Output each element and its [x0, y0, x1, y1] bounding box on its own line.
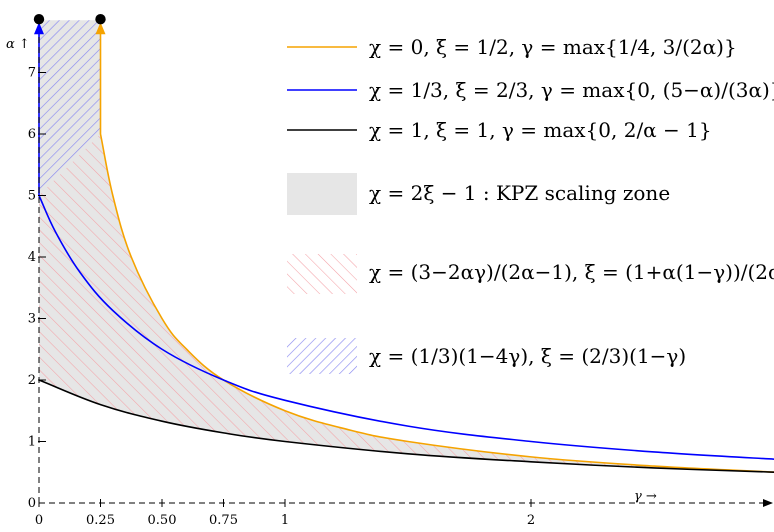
- y-tick-label: 1: [28, 435, 36, 450]
- y-axis-label: α ↑: [6, 37, 30, 52]
- x-tick-label: 0.75: [209, 513, 238, 528]
- top-arrowhead-2: [95, 22, 106, 35]
- x-tick-label: 1: [281, 513, 289, 528]
- top-endpoint-dot-2: [95, 14, 106, 25]
- series-line-2: [38, 20, 774, 460]
- markers-layer: [33, 14, 106, 35]
- legend-entry-text-6: χ = (1/3)(1−4γ), ξ = (2/3)(1−γ): [369, 344, 686, 368]
- legend-entry-text-1: χ = 0, ξ = 1/2, γ = max{1/4, 3/(2α)}: [369, 35, 737, 59]
- y-tick-label: 3: [28, 312, 36, 327]
- y-tick-label: 5: [28, 189, 36, 204]
- legend-swatch-fill: [287, 173, 357, 215]
- series-line-1: [99, 20, 774, 473]
- legend-entry-text-4: χ = 2ξ − 1 : KPZ scaling zone: [369, 181, 670, 205]
- legend-swatch-hatch-blue: [287, 338, 357, 374]
- legend-entry-text-3: χ = 1, ξ = 1, γ = max{0, 2/α − 1}: [369, 118, 712, 142]
- y-tick-label: 7: [28, 66, 36, 81]
- y-tick-label: 2: [28, 373, 36, 388]
- x-tick-label: 0.25: [86, 513, 115, 528]
- regions-layer: [39, 20, 774, 473]
- hatched-blue-region: [39, 20, 101, 196]
- y-tick-label: 0: [28, 496, 36, 511]
- series-line-3: [38, 379, 774, 473]
- hatched-red-region: [39, 134, 774, 473]
- legend-entry-text-2: χ = 1/3, ξ = 2/3, γ = max{0, (5−α)/(3α)}: [369, 78, 774, 102]
- top-endpoint-dot-1: [33, 14, 45, 25]
- top-arrowhead-1: [34, 22, 44, 35]
- x-tick-label: 0: [35, 513, 43, 528]
- legend: χ = 0, ξ = 1/2, γ = max{1/4, 3/(2α)} χ = …: [287, 35, 774, 374]
- y-tick-label: 6: [28, 127, 36, 142]
- y-tick-label: 4: [28, 250, 36, 265]
- axes-layer: 0 0.25 0.50 0.75 1 2 0 1 2 3 4 5 6 7: [28, 26, 773, 528]
- x-axis-label: γ →: [634, 489, 657, 504]
- legend-entry-text-5: χ = (3−2αγ)/(2α−1), ξ = (1+α(1−γ))/(2α−1…: [369, 260, 774, 284]
- curves-layer: [38, 20, 774, 473]
- x-tick-label: 2: [527, 513, 535, 528]
- x-tick-label: 0.50: [148, 513, 177, 528]
- legend-swatch-hatch-red: [287, 254, 357, 294]
